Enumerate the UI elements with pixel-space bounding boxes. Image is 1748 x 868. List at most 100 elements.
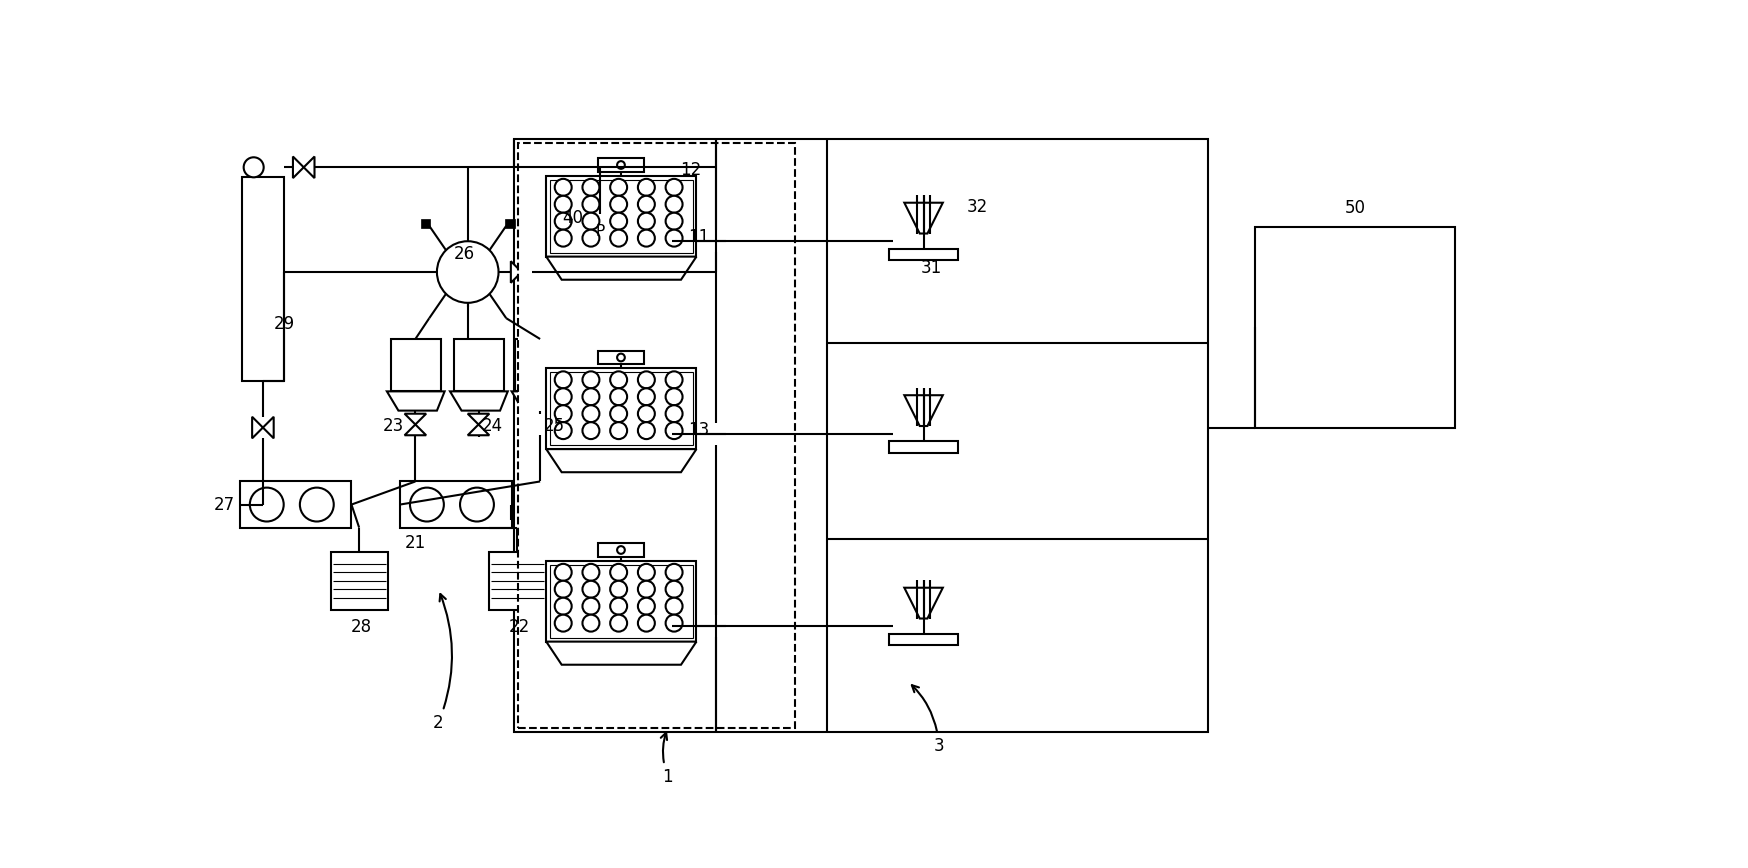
Bar [598, 158, 643, 172]
Bar [330, 552, 388, 610]
Circle shape [638, 372, 656, 388]
Circle shape [638, 405, 656, 422]
Bar [547, 561, 696, 641]
Polygon shape [530, 414, 551, 424]
Polygon shape [715, 423, 727, 444]
Circle shape [638, 213, 656, 230]
Circle shape [638, 388, 656, 405]
Polygon shape [704, 230, 715, 252]
Circle shape [610, 564, 628, 581]
Bar [514, 139, 1208, 732]
Circle shape [301, 488, 334, 522]
Circle shape [411, 488, 444, 522]
Circle shape [460, 488, 495, 522]
Polygon shape [404, 414, 427, 424]
Bar [454, 339, 503, 391]
Circle shape [610, 179, 628, 196]
Text: 3: 3 [912, 685, 944, 755]
Circle shape [638, 179, 656, 196]
Text: 21: 21 [406, 534, 427, 552]
Bar [243, 177, 285, 381]
Circle shape [554, 372, 572, 388]
Bar [551, 564, 692, 638]
Polygon shape [386, 391, 444, 411]
Circle shape [610, 615, 628, 632]
Circle shape [638, 598, 656, 615]
Circle shape [554, 196, 572, 213]
Polygon shape [904, 395, 942, 426]
Text: 11: 11 [689, 228, 710, 247]
Circle shape [554, 230, 572, 247]
Circle shape [666, 230, 682, 247]
Circle shape [610, 196, 628, 213]
Text: 31: 31 [921, 260, 942, 277]
Polygon shape [904, 588, 942, 619]
Circle shape [610, 213, 628, 230]
Polygon shape [904, 203, 942, 233]
Circle shape [666, 196, 682, 213]
Text: P: P [596, 224, 605, 239]
Circle shape [638, 564, 656, 581]
Circle shape [638, 196, 656, 213]
Circle shape [582, 230, 600, 247]
Circle shape [617, 546, 624, 554]
Circle shape [610, 422, 628, 439]
Circle shape [666, 422, 682, 439]
Circle shape [554, 388, 572, 405]
Circle shape [666, 581, 682, 598]
Polygon shape [512, 391, 570, 411]
Bar [392, 339, 440, 391]
Circle shape [610, 372, 628, 388]
Circle shape [638, 581, 656, 598]
Text: 23: 23 [383, 417, 404, 435]
Circle shape [666, 372, 682, 388]
Polygon shape [505, 219, 514, 228]
Text: 24: 24 [482, 417, 503, 435]
Circle shape [437, 241, 498, 303]
Bar [1255, 227, 1454, 428]
Polygon shape [294, 156, 304, 178]
Text: 12: 12 [680, 161, 701, 179]
Text: 40: 40 [563, 209, 584, 227]
Polygon shape [530, 424, 551, 435]
Bar [551, 372, 692, 445]
Circle shape [554, 615, 572, 632]
Circle shape [666, 405, 682, 422]
Circle shape [554, 405, 572, 422]
Circle shape [610, 388, 628, 405]
Bar [516, 339, 566, 391]
Circle shape [666, 615, 682, 632]
Circle shape [666, 179, 682, 196]
Circle shape [666, 564, 682, 581]
Bar [517, 142, 795, 728]
Bar [598, 543, 643, 557]
Circle shape [554, 213, 572, 230]
Circle shape [617, 161, 624, 169]
Polygon shape [704, 423, 715, 444]
Bar [890, 634, 958, 646]
Circle shape [582, 388, 600, 405]
Circle shape [584, 214, 617, 248]
Text: 2: 2 [434, 594, 453, 732]
Text: 26: 26 [453, 246, 474, 263]
Circle shape [582, 564, 600, 581]
Bar [239, 482, 351, 528]
Polygon shape [468, 414, 489, 424]
Circle shape [610, 581, 628, 598]
Bar [400, 482, 512, 528]
Bar [598, 351, 643, 365]
Circle shape [610, 230, 628, 247]
Text: 22: 22 [509, 618, 530, 636]
Circle shape [243, 157, 264, 177]
Polygon shape [521, 261, 533, 283]
Text: 13: 13 [689, 421, 710, 439]
Circle shape [638, 615, 656, 632]
Circle shape [582, 581, 600, 598]
Circle shape [250, 488, 283, 522]
Circle shape [638, 422, 656, 439]
Polygon shape [547, 257, 696, 279]
Text: 27: 27 [213, 496, 234, 514]
Circle shape [554, 598, 572, 615]
Polygon shape [715, 615, 727, 637]
Polygon shape [252, 417, 262, 438]
